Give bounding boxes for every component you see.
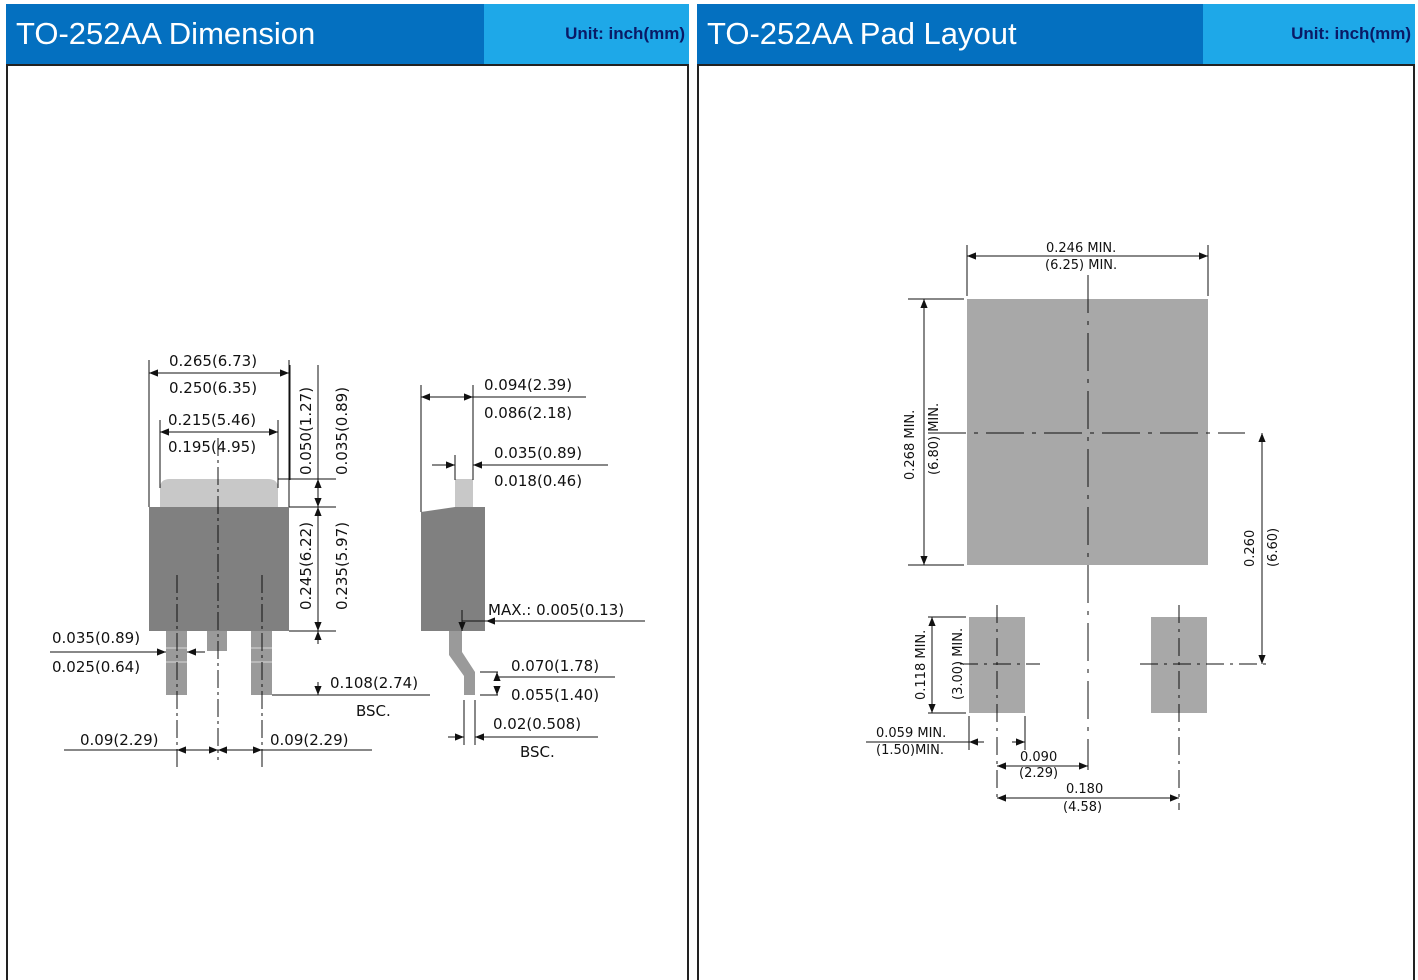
side-body (421, 507, 485, 631)
label-small-width-mm: (1.50)MIN. (876, 743, 944, 758)
dimension-panel: TO-252AA Dimension Unit: inch(mm) (6, 0, 689, 980)
label-tab-height-max: 0.050(1.27) (297, 387, 315, 475)
side-fin (455, 479, 473, 507)
label-pad-width-mm: (6.25) MIN. (1045, 258, 1117, 273)
lead-center (207, 631, 227, 651)
side-lead (449, 631, 475, 695)
label-fin-min: 0.018(0.46) (494, 472, 582, 490)
label-pad-height-in: 0.268 MIN. (903, 410, 918, 480)
label-tab-max: 0.215(5.46) (168, 411, 256, 429)
label-thickness-min: 0.086(2.18) (484, 404, 572, 422)
dimension-title: TO-252AA Dimension (6, 4, 484, 64)
label-width-min: 0.250(6.35) (169, 379, 257, 397)
package-tab (160, 479, 278, 507)
dimension-frame (6, 64, 689, 980)
package-front-view (50, 360, 430, 768)
pad-layout-header: TO-252AA Pad Layout Unit: inch(mm) (697, 4, 1415, 64)
label-small-height-in: 0.118 MIN. (914, 630, 929, 700)
label-pitch-right: 0.09(2.29) (270, 731, 349, 749)
pad-layout-frame (697, 64, 1415, 980)
label-foot-max: 0.070(1.78) (511, 657, 599, 675)
label-standoff: MAX.: 0.005(0.13) (488, 601, 624, 619)
label-thickness-max: 0.094(2.39) (484, 376, 572, 394)
label-pad-width-in: 0.246 MIN. (1046, 241, 1116, 256)
label-pad-height-mm: (6.80) MIN. (927, 403, 942, 475)
label-half-pitch-mm: (2.29) (1019, 766, 1058, 781)
label-tab-min: 0.195(4.95) (168, 438, 256, 456)
label-body-max: 0.245(6.22) (297, 522, 315, 610)
pad-layout-title: TO-252AA Pad Layout (697, 4, 1203, 64)
label-lead-length: 0.108(2.74) (330, 674, 418, 692)
label-lead-thickness-bsc: BSC. (520, 743, 555, 761)
label-tab-height-min: 0.035(0.89) (333, 387, 351, 475)
label-pitch-left: 0.09(2.29) (80, 731, 159, 749)
label-half-pitch-in: 0.090 (1020, 750, 1057, 765)
package-body (149, 507, 289, 631)
label-lead-min: 0.025(0.64) (52, 658, 140, 676)
dimension-unit: Unit: inch(mm) (484, 4, 689, 64)
label-span-mm: (6.60) (1266, 528, 1281, 567)
label-small-height-mm: (3.00) MIN. (951, 628, 966, 700)
label-small-width-in: 0.059 MIN. (876, 726, 946, 741)
label-body-min: 0.235(5.97) (333, 522, 351, 610)
pad-layout-drawing (866, 245, 1270, 810)
pad-layout-panel: TO-252AA Pad Layout Unit: inch(mm) (697, 0, 1415, 980)
pad-layout-labels: 0.246 MIN. (6.25) MIN. 0.268 MIN. (6.80)… (876, 241, 1281, 815)
label-full-pitch-mm: (4.58) (1063, 800, 1102, 815)
label-fin-max: 0.035(0.89) (494, 444, 582, 462)
label-lead-max: 0.035(0.89) (52, 629, 140, 647)
label-span-in: 0.260 (1243, 530, 1258, 567)
label-lead-thickness: 0.02(0.508) (493, 715, 581, 733)
dimension-header: TO-252AA Dimension Unit: inch(mm) (6, 4, 689, 64)
dimension-labels: 0.265(6.73) 0.250(6.35) 0.215(5.46) 0.19… (52, 352, 624, 761)
label-foot-min: 0.055(1.40) (511, 686, 599, 704)
label-full-pitch-in: 0.180 (1066, 782, 1103, 797)
package-side-view (420, 385, 645, 745)
pad-layout-unit: Unit: inch(mm) (1203, 4, 1415, 64)
label-width-max: 0.265(6.73) (169, 352, 257, 370)
label-lead-length-bsc: BSC. (356, 702, 391, 720)
